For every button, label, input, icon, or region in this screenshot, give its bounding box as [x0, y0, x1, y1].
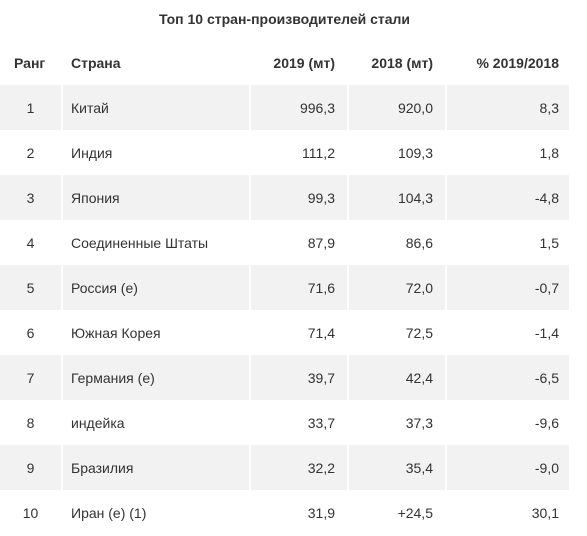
table-row: 6 Южная Корея 71,4 72,5 -1,4	[0, 310, 569, 355]
table-cell: 31,9	[249, 490, 348, 535]
table-cell: 1	[26, 99, 35, 116]
table-cell: -9,0	[445, 445, 569, 490]
table-cell: -4,8	[445, 175, 569, 220]
table-cell: 920,0	[347, 85, 446, 130]
table-cell: -0,7	[445, 265, 569, 310]
table-cell: 1,8	[445, 130, 569, 175]
table-cell: +24,5	[347, 490, 446, 535]
table-cell: Южная Корея	[61, 310, 250, 355]
table-row: 8 индейка 33,7 37,3 -9,6	[0, 400, 569, 445]
table-cell: 2	[26, 144, 35, 161]
table-cell: -1,4	[445, 310, 569, 355]
table-cell: 4	[26, 234, 35, 251]
table-cell: 72,5	[347, 310, 446, 355]
data-table: Ранг Страна 2019 (мт) 2018 (мт)% 2019/2018 …	[0, 40, 569, 535]
header-cell: 2019 (мт)	[249, 40, 348, 85]
table-cell: 5	[26, 279, 35, 296]
table-cell: 30,1	[445, 490, 569, 535]
table-cell: Япония	[61, 175, 250, 220]
table-cell: 35,4	[347, 445, 446, 490]
table-row: 7 Германия (е) 39,7 42,4 -6,5	[0, 355, 569, 400]
table-cell: 111,2	[249, 130, 348, 175]
table-cell: 39,7	[249, 355, 348, 400]
table-row: 9 Бразилия 32,2 35,4 -9,0	[0, 445, 569, 490]
table-cell: 9	[26, 459, 35, 476]
table-cell: 71,4	[249, 310, 348, 355]
table-cell: 7	[26, 369, 35, 386]
table-cell: 8	[26, 414, 35, 431]
table-cell: -9,6	[445, 400, 569, 445]
table-cell: Германия (е)	[61, 355, 250, 400]
table-cell: 1,5	[445, 220, 569, 265]
table-cell: Иран (е) (1)	[61, 490, 250, 535]
table-cell: 104,3	[347, 175, 446, 220]
table-cell: Китай	[61, 85, 250, 130]
table-cell: Бразилия	[61, 445, 250, 490]
table-cell: -6,5	[445, 355, 569, 400]
table-cell: 99,3	[249, 175, 348, 220]
header-cell: 2018 (мт)	[347, 40, 446, 85]
table-cell: Соединенные Штаты	[61, 220, 250, 265]
table-cell: 10	[22, 504, 39, 521]
table-cell: 72,0	[347, 265, 446, 310]
header-cell: % 2019/2018	[445, 40, 569, 85]
table-cell: Россия (е)	[61, 265, 250, 310]
table-cell: 37,3	[347, 400, 446, 445]
table-cell: 33,7	[249, 400, 348, 445]
header-row: Ранг Страна 2019 (мт) 2018 (мт)% 2019/2018	[0, 40, 569, 85]
header-cell: Ранг	[14, 54, 46, 71]
table-cell: индейка	[61, 400, 250, 445]
header-cell: Страна	[61, 40, 250, 85]
table-cell: 42,4	[347, 355, 446, 400]
table-cell: 3	[26, 189, 35, 206]
table-cell: 32,2	[249, 445, 348, 490]
table-cell: 87,9	[249, 220, 348, 265]
table-cell: 6	[26, 324, 35, 341]
table-cell: 71,6	[249, 265, 348, 310]
table-cell: 8,3	[445, 85, 569, 130]
table-row: 3 Япония 99,3 104,3 -4,8	[0, 175, 569, 220]
table-row: 1 Китай 996,3 920,0 8,3	[0, 85, 569, 130]
table-row: 2 Индия 111,2 109,3 1,8	[0, 130, 569, 175]
table-cell: 86,6	[347, 220, 446, 265]
table-cell: 109,3	[347, 130, 446, 175]
table-cell: Индия	[61, 130, 250, 175]
table-title: Топ 10 стран-производителей стали	[158, 11, 411, 27]
table-body: 1 Китай 996,3 920,0 8,3 2 Индия 111,2 109,3 1,8 3 Я…	[0, 85, 569, 535]
table-row: 4 Соединенные Штаты 87,9 86,6 1,5	[0, 220, 569, 265]
table-row: 5 Россия (е) 71,6 72,0 -0,7	[0, 265, 569, 310]
table-cell: 996,3	[249, 85, 348, 130]
table-row: 10 Иран (е) (1) 31,9 +24,5 30,1	[0, 490, 569, 535]
